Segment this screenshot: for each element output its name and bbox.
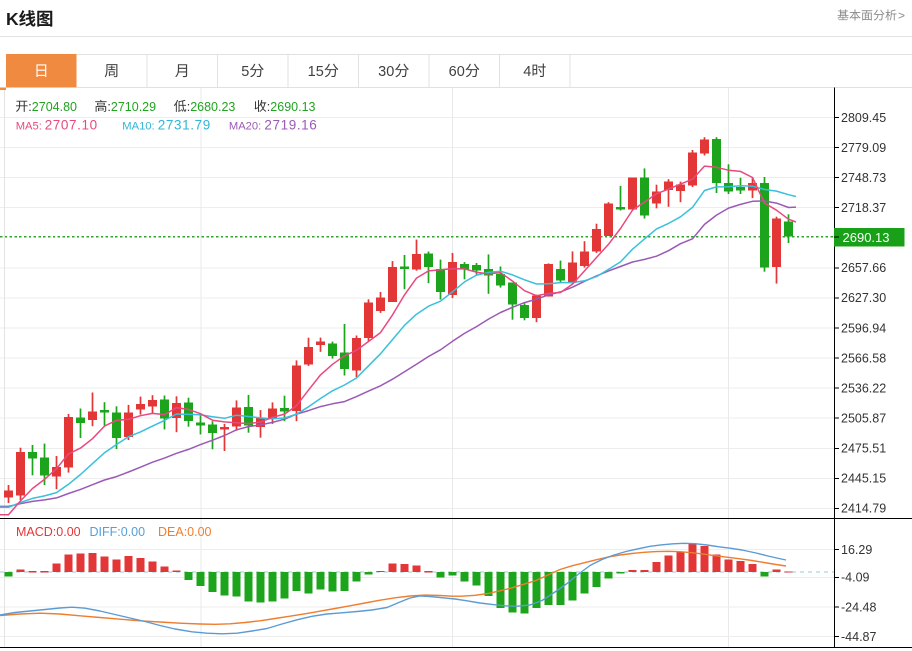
svg-text:5: 5 [241, 64, 249, 80]
svg-text:MA20:: MA20: [229, 121, 261, 133]
svg-text:2809.45: 2809.45 [841, 111, 886, 125]
svg-text:2536.22: 2536.22 [841, 381, 886, 395]
svg-text:K: K [6, 9, 19, 29]
svg-text:2566.58: 2566.58 [841, 351, 886, 365]
svg-text:-24.48: -24.48 [841, 601, 876, 615]
svg-text:16.29: 16.29 [841, 543, 872, 557]
svg-text:6: 6 [449, 64, 457, 80]
svg-text:2445.15: 2445.15 [841, 472, 886, 486]
svg-text:>: > [898, 9, 905, 23]
svg-text:2779.09: 2779.09 [841, 141, 886, 155]
svg-text:5: 5 [316, 64, 324, 80]
svg-text:0: 0 [457, 64, 465, 80]
svg-text:2707.10: 2707.10 [45, 118, 98, 133]
svg-text:DIFF:0.00: DIFF:0.00 [90, 525, 146, 539]
svg-text:-4.09: -4.09 [841, 571, 870, 585]
svg-text::: : [107, 100, 110, 114]
svg-text:2505.87: 2505.87 [841, 412, 886, 426]
svg-text:DEA:0.00: DEA:0.00 [158, 525, 212, 539]
svg-text:2704.80: 2704.80 [32, 100, 77, 114]
svg-text:1: 1 [308, 64, 316, 80]
svg-text:2680.23: 2680.23 [190, 100, 235, 114]
svg-text:2414.79: 2414.79 [841, 502, 886, 516]
svg-text:MA10:: MA10: [122, 121, 154, 133]
svg-text:-44.87: -44.87 [841, 630, 876, 644]
svg-text:2718.37: 2718.37 [841, 201, 886, 215]
svg-text::: : [187, 100, 190, 114]
svg-text:MA5:: MA5: [16, 121, 42, 133]
svg-text:2657.66: 2657.66 [841, 261, 886, 275]
svg-text:2748.73: 2748.73 [841, 171, 886, 185]
svg-text:0: 0 [386, 64, 394, 80]
svg-text:2731.79: 2731.79 [158, 118, 211, 133]
svg-text:2475.51: 2475.51 [841, 442, 886, 456]
svg-text:2596.94: 2596.94 [841, 321, 886, 335]
svg-text::: : [267, 100, 270, 114]
svg-text:4: 4 [523, 64, 531, 80]
svg-text:2627.30: 2627.30 [841, 291, 886, 305]
svg-text::: : [28, 100, 31, 114]
svg-text:3: 3 [378, 64, 386, 80]
svg-text:2710.29: 2710.29 [111, 100, 156, 114]
svg-text:MACD:0.00: MACD:0.00 [16, 525, 81, 539]
svg-text:2690.13: 2690.13 [843, 230, 890, 245]
svg-text:2719.16: 2719.16 [264, 118, 317, 133]
svg-text:2690.13: 2690.13 [270, 100, 315, 114]
